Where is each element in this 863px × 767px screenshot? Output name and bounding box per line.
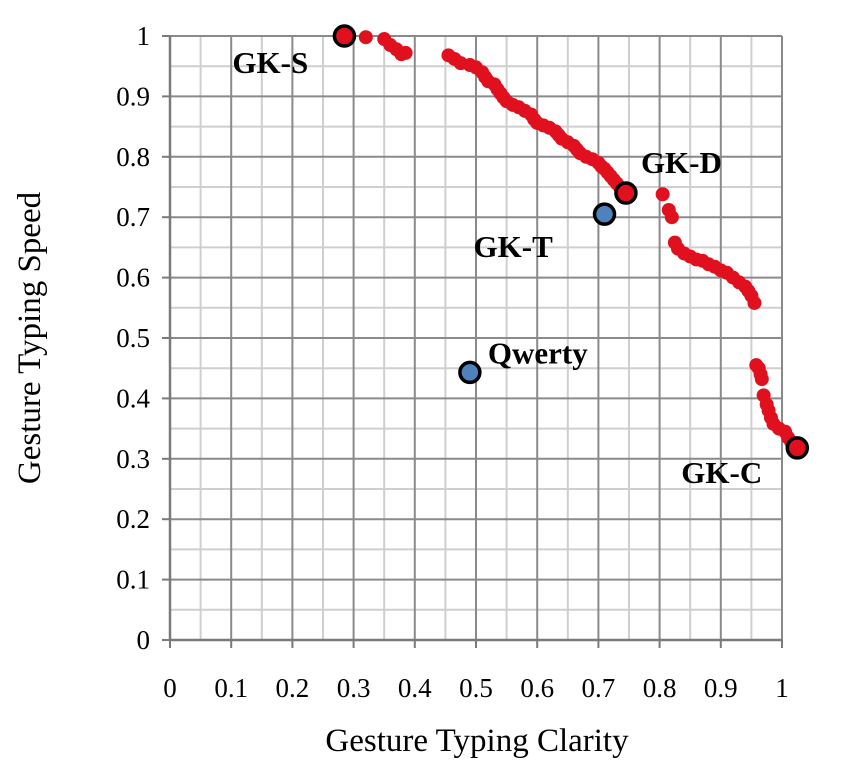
y-tick-label: 0.1 [116,565,150,595]
pareto-point [754,372,769,387]
pareto-point [398,45,413,60]
pareto-point [655,187,670,202]
y-tick-label: 0.6 [116,263,150,293]
axes [162,35,783,648]
y-tick-label: 0.2 [116,504,150,534]
keyboard-point [458,360,482,385]
x-tick-label: 0.6 [520,673,554,703]
x-tick-label: 0.4 [398,673,432,703]
y-tick-label: 0.8 [116,142,150,172]
point-label: GK-S [232,45,308,80]
pareto-point [747,295,762,310]
highlighted-point [332,24,357,48]
point-label: GK-D [641,145,722,180]
x-tick-labels: 0 0.1 0.2 0.3 0.4 0.5 0.6 0.7 0.8 0.9 1 [163,673,789,703]
point-label: Qwerty [488,335,588,370]
y-tick-labels: 0 0.1 0.2 0.3 0.4 0.5 0.6 0.7 0.8 0.9 1 [116,21,150,655]
y-tick-label: 1 [137,21,151,51]
x-tick-label: 0.8 [643,673,677,703]
highlighted-point [614,181,638,205]
keyboard-point [592,202,617,226]
x-tick-label: 0.1 [214,673,248,703]
x-tick-label: 0.7 [582,673,616,703]
y-tick-label: 0.3 [116,444,150,474]
highlighted-point [785,436,810,460]
pareto-front-series [337,29,805,455]
y-tick-label: 0.4 [116,383,150,413]
point-label: GK-T [474,229,554,264]
y-tick-label: 0.7 [116,202,150,232]
x-tick-label: 0.3 [337,673,371,703]
y-tick-label: 0 [137,625,151,655]
x-tick-label: 1 [775,673,789,703]
point-labels: GK-S GK-D GK-C GK-T Qwerty [232,45,762,490]
y-tick-label: 0.9 [116,81,150,111]
y-tick-label: 0.5 [116,323,150,353]
highlighted-points [332,24,810,460]
x-tick-label: 0 [163,673,177,703]
x-tick-label: 0.5 [459,673,493,703]
point-label: GK-C [681,455,762,490]
pareto-point [358,30,373,45]
y-axis-title: Gesture Typing Speed [12,191,48,484]
x-tick-label: 0.9 [704,673,738,703]
pareto-point [664,210,679,225]
keyboard-points [458,202,617,385]
x-tick-label: 0.2 [276,673,310,703]
x-axis-title: Gesture Typing Clarity [325,723,629,759]
grid-lines [170,35,783,640]
